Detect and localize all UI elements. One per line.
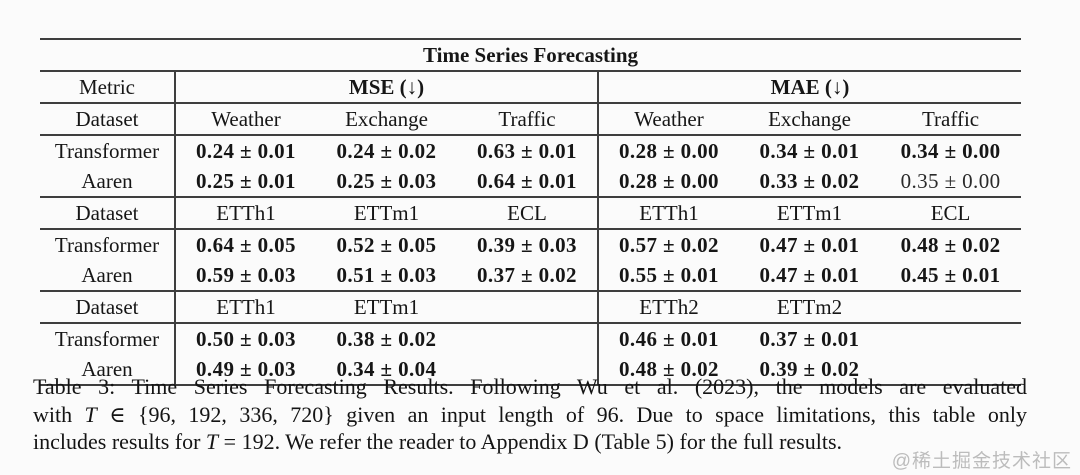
value-cell: 0.47 ± 0.01	[739, 260, 880, 292]
dataset-name-cell: Exchange	[739, 103, 880, 136]
dataset-name-cell: Traffic	[880, 103, 1022, 136]
value-cell: 0.51 ± 0.03	[316, 260, 457, 292]
value-cell	[457, 354, 598, 386]
model-name-cell: Transformer	[54, 326, 160, 351]
value-cell: 0.57 ± 0.02	[597, 229, 739, 260]
table-row: Dataset Weather Exchange Traffic Weather…	[40, 103, 1022, 136]
dataset-name-cell: ECL	[880, 197, 1022, 230]
dataset-name-cell: ECL	[457, 197, 598, 230]
value-cell: 0.49 ± 0.03	[174, 354, 316, 386]
table-caption: Table 3: Time Series Forecasting Results…	[33, 373, 1027, 456]
value-cell: 0.34 ± 0.00	[900, 138, 1001, 163]
dataset-label-cell: Dataset	[40, 103, 175, 136]
value-cell: 0.28 ± 0.00	[597, 135, 739, 166]
caption-line: Table 3: Time Series Forecasting Results…	[33, 374, 1027, 399]
table-row: Aaren 0.49 ± 0.03 0.34 ± 0.04 0.48 ± 0.0…	[40, 354, 1022, 386]
model-name-cell: Aaren	[40, 354, 175, 386]
value-cell: 0.55 ± 0.01	[597, 260, 739, 292]
dataset-label-cell: Dataset	[40, 291, 175, 324]
dataset-name-cell: Exchange	[316, 103, 457, 136]
value-cell: 0.33 ± 0.02	[739, 166, 880, 198]
value-cell: 0.50 ± 0.03	[174, 323, 316, 354]
caption-line: with T ∈ {96, 192, 336, 720} given an in…	[33, 401, 1027, 427]
value-cell: 0.59 ± 0.03	[174, 260, 316, 292]
dataset-name-cell: ETTm1	[739, 197, 880, 230]
value-cell: 0.28 ± 0.00	[597, 166, 739, 198]
table-row: Transformer 0.64 ± 0.05 0.52 ± 0.05 0.39…	[40, 229, 1021, 260]
mae-group-header: MAE (↓)	[596, 71, 1022, 104]
value-cell: 0.24 ± 0.01	[174, 135, 316, 166]
model-name-cell: Aaren	[40, 260, 175, 292]
value-cell: 0.39 ± 0.02	[739, 354, 880, 386]
dataset-name-cell: ETTm1	[316, 291, 457, 324]
value-cell: 0.47 ± 0.01	[759, 232, 860, 257]
value-cell	[880, 323, 1021, 354]
metric-header-cell: Metric	[40, 71, 175, 104]
value-cell: 0.46 ± 0.01	[597, 323, 739, 354]
table-row: Aaren 0.59 ± 0.03 0.51 ± 0.03 0.37 ± 0.0…	[40, 260, 1022, 292]
model-name-cell: Transformer	[54, 232, 160, 257]
value-cell: 0.25 ± 0.01	[174, 166, 316, 198]
table-row: Metric MSE (↓) MAE (↓)	[40, 71, 1022, 104]
dataset-name-cell: ETTh1	[174, 197, 316, 230]
dataset-name-cell: ETTh2	[597, 291, 739, 324]
dataset-label-cell: Dataset	[40, 197, 175, 230]
results-table: Time Series Forecasting Metric MSE (↓) M…	[40, 38, 1022, 386]
table-row: Time Series Forecasting	[40, 38, 1022, 72]
value-cell: 0.39 ± 0.03	[477, 232, 577, 257]
value-cell: 0.34 ± 0.04	[316, 354, 457, 386]
table-row: Aaren 0.25 ± 0.01 0.25 ± 0.03 0.64 ± 0.0…	[40, 166, 1022, 198]
value-cell: 0.64 ± 0.05	[174, 229, 316, 260]
dataset-name-cell	[457, 291, 598, 324]
value-cell: 0.37 ± 0.01	[759, 326, 860, 351]
model-name-cell: Transformer	[54, 138, 160, 163]
dataset-name-cell: ETTh1	[597, 197, 739, 230]
dataset-name-cell: Weather	[597, 103, 739, 136]
table-row: Dataset ETTh1 ETTm1 ETTh2 ETTm2	[40, 291, 1022, 324]
mse-group-header: MSE (↓)	[174, 71, 598, 104]
value-cell: 0.64 ± 0.01	[457, 166, 598, 198]
value-cell: 0.48 ± 0.02	[597, 354, 739, 386]
value-cell: 0.34 ± 0.01	[759, 138, 860, 163]
watermark: @稀土掘金技术社区	[891, 451, 1072, 472]
value-cell: 0.37 ± 0.02	[457, 260, 598, 292]
dataset-name-cell: Weather	[174, 103, 316, 136]
dataset-name-cell	[880, 291, 1022, 324]
model-name-cell: Aaren	[40, 166, 175, 198]
table-row: Transformer 0.50 ± 0.03 0.38 ± 0.02 0.46…	[40, 323, 1021, 354]
table-title: Time Series Forecasting	[40, 38, 1022, 72]
value-cell	[880, 354, 1022, 386]
value-cell: 0.35 ± 0.00	[880, 166, 1022, 198]
table-row: Transformer 0.24 ± 0.01 0.24 ± 0.02 0.63…	[40, 135, 1021, 166]
value-cell	[457, 323, 598, 354]
value-cell: 0.63 ± 0.01	[477, 138, 577, 163]
value-cell: 0.45 ± 0.01	[880, 260, 1022, 292]
dataset-name-cell: ETTm1	[316, 197, 457, 230]
caption-line: includes results for T = 192. We refer t…	[33, 429, 843, 454]
value-cell: 0.48 ± 0.02	[900, 232, 1001, 257]
dataset-name-cell: ETTh1	[174, 291, 316, 324]
dataset-name-cell: Traffic	[457, 103, 598, 136]
value-cell: 0.38 ± 0.02	[336, 326, 437, 351]
dataset-name-cell: ETTm2	[739, 291, 880, 324]
value-cell: 0.52 ± 0.05	[336, 232, 437, 257]
value-cell: 0.24 ± 0.02	[336, 138, 437, 163]
value-cell: 0.25 ± 0.03	[316, 166, 457, 198]
table-row: Dataset ETTh1 ETTm1 ECL ETTh1 ETTm1 ECL	[40, 197, 1022, 230]
